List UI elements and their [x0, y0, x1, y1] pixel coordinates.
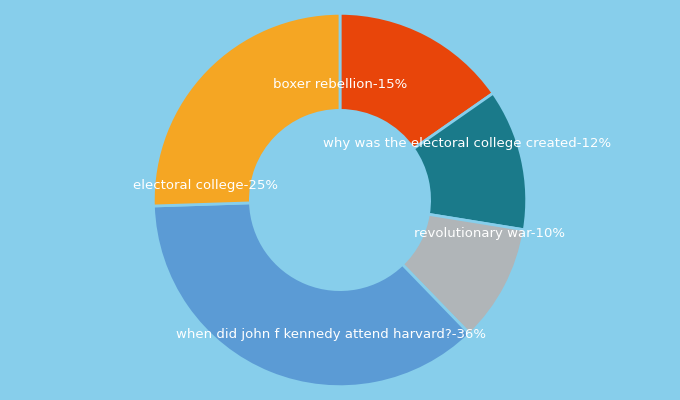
Wedge shape	[154, 203, 470, 387]
Text: boxer rebellion-15%: boxer rebellion-15%	[273, 78, 407, 91]
Wedge shape	[413, 93, 527, 230]
Wedge shape	[153, 13, 340, 206]
Text: when did john f kennedy attend harvard?-36%: when did john f kennedy attend harvard?-…	[175, 328, 486, 341]
Wedge shape	[340, 13, 493, 149]
Text: why was the electoral college created-12%: why was the electoral college created-12…	[323, 138, 611, 150]
Text: electoral college-25%: electoral college-25%	[133, 178, 278, 192]
Wedge shape	[403, 214, 524, 334]
Text: revolutionary war-10%: revolutionary war-10%	[414, 227, 565, 240]
